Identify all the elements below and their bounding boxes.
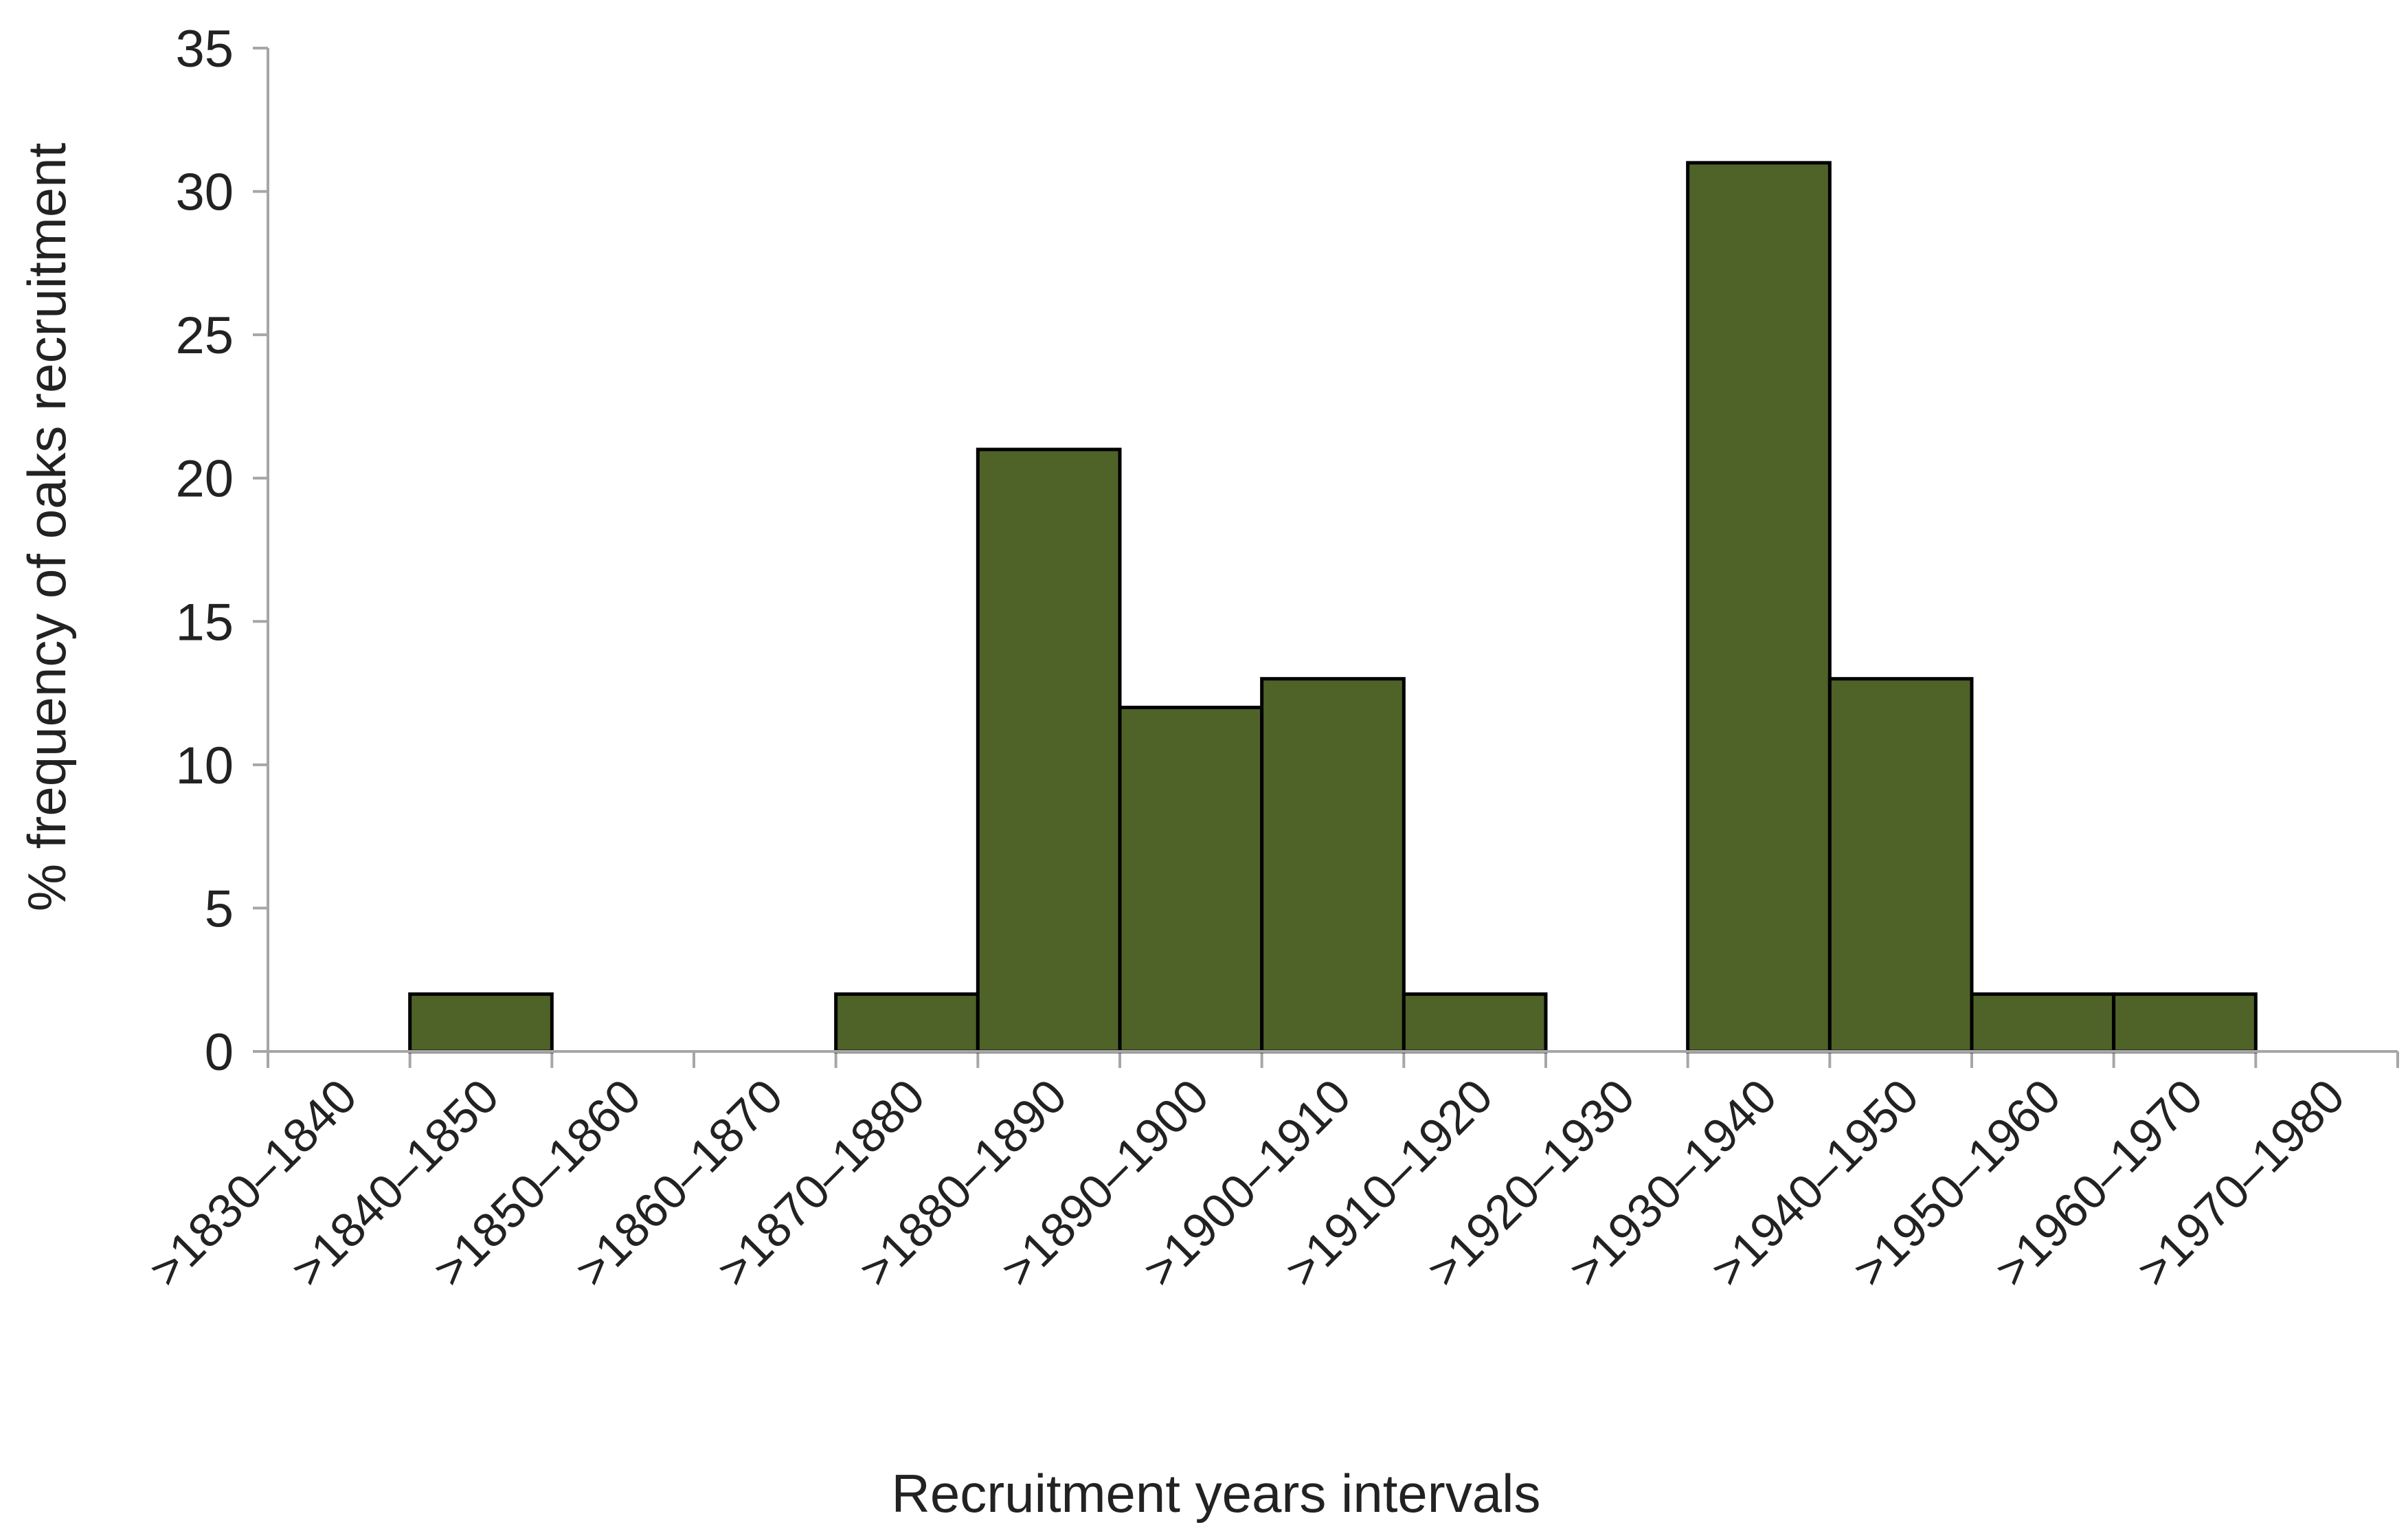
bar: [2112, 992, 2258, 1054]
bar: [1970, 992, 2116, 1054]
y-tick-label: 0: [205, 1023, 234, 1082]
bar: [1686, 161, 1832, 1054]
y-tick-label: 5: [205, 880, 234, 938]
y-tick-label: 10: [175, 737, 234, 795]
bar: [1402, 992, 1548, 1054]
bar: [1118, 705, 1264, 1054]
bar: [1827, 677, 1974, 1054]
y-axis-title: % frequency of oaks recruitment: [16, 142, 77, 911]
x-axis-ticks: >1830–1840>1840–1850>1850–1860>1860–1870…: [139, 1051, 2399, 1297]
y-tick-label: 30: [175, 164, 234, 222]
bars: [408, 161, 2258, 1054]
y-tick-label: 15: [175, 593, 234, 651]
y-axis-ticks: 0 5 10 15 20 25 30 35: [175, 20, 268, 1082]
bar: [834, 992, 980, 1054]
bar: [1260, 677, 1406, 1054]
bar: [408, 992, 554, 1054]
x-axis-title: Recruitment years intervals: [892, 1463, 1541, 1524]
axes: [267, 48, 2398, 1053]
y-tick-label: 35: [175, 20, 234, 78]
y-tick-label: 20: [175, 450, 234, 509]
y-tick-label: 25: [175, 307, 234, 365]
bar: [976, 447, 1122, 1054]
